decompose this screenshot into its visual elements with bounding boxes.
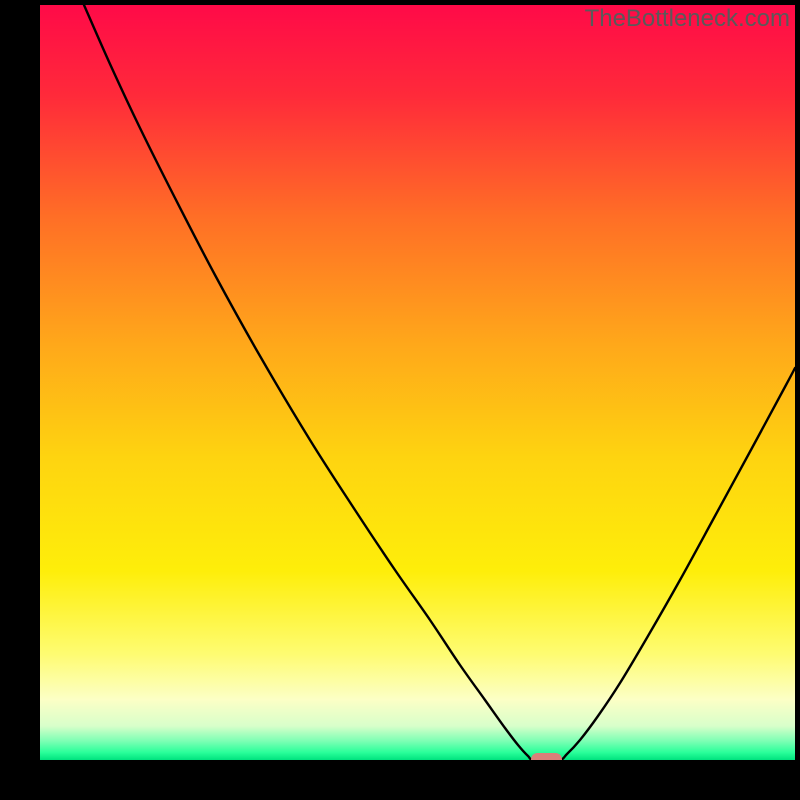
watermark-text: TheBottleneck.com: [585, 5, 790, 33]
plot-area: [40, 5, 795, 766]
chart-root: TheBottleneck.com: [0, 0, 800, 800]
gradient-background: [40, 5, 795, 760]
bottleneck-chart: [0, 0, 800, 800]
